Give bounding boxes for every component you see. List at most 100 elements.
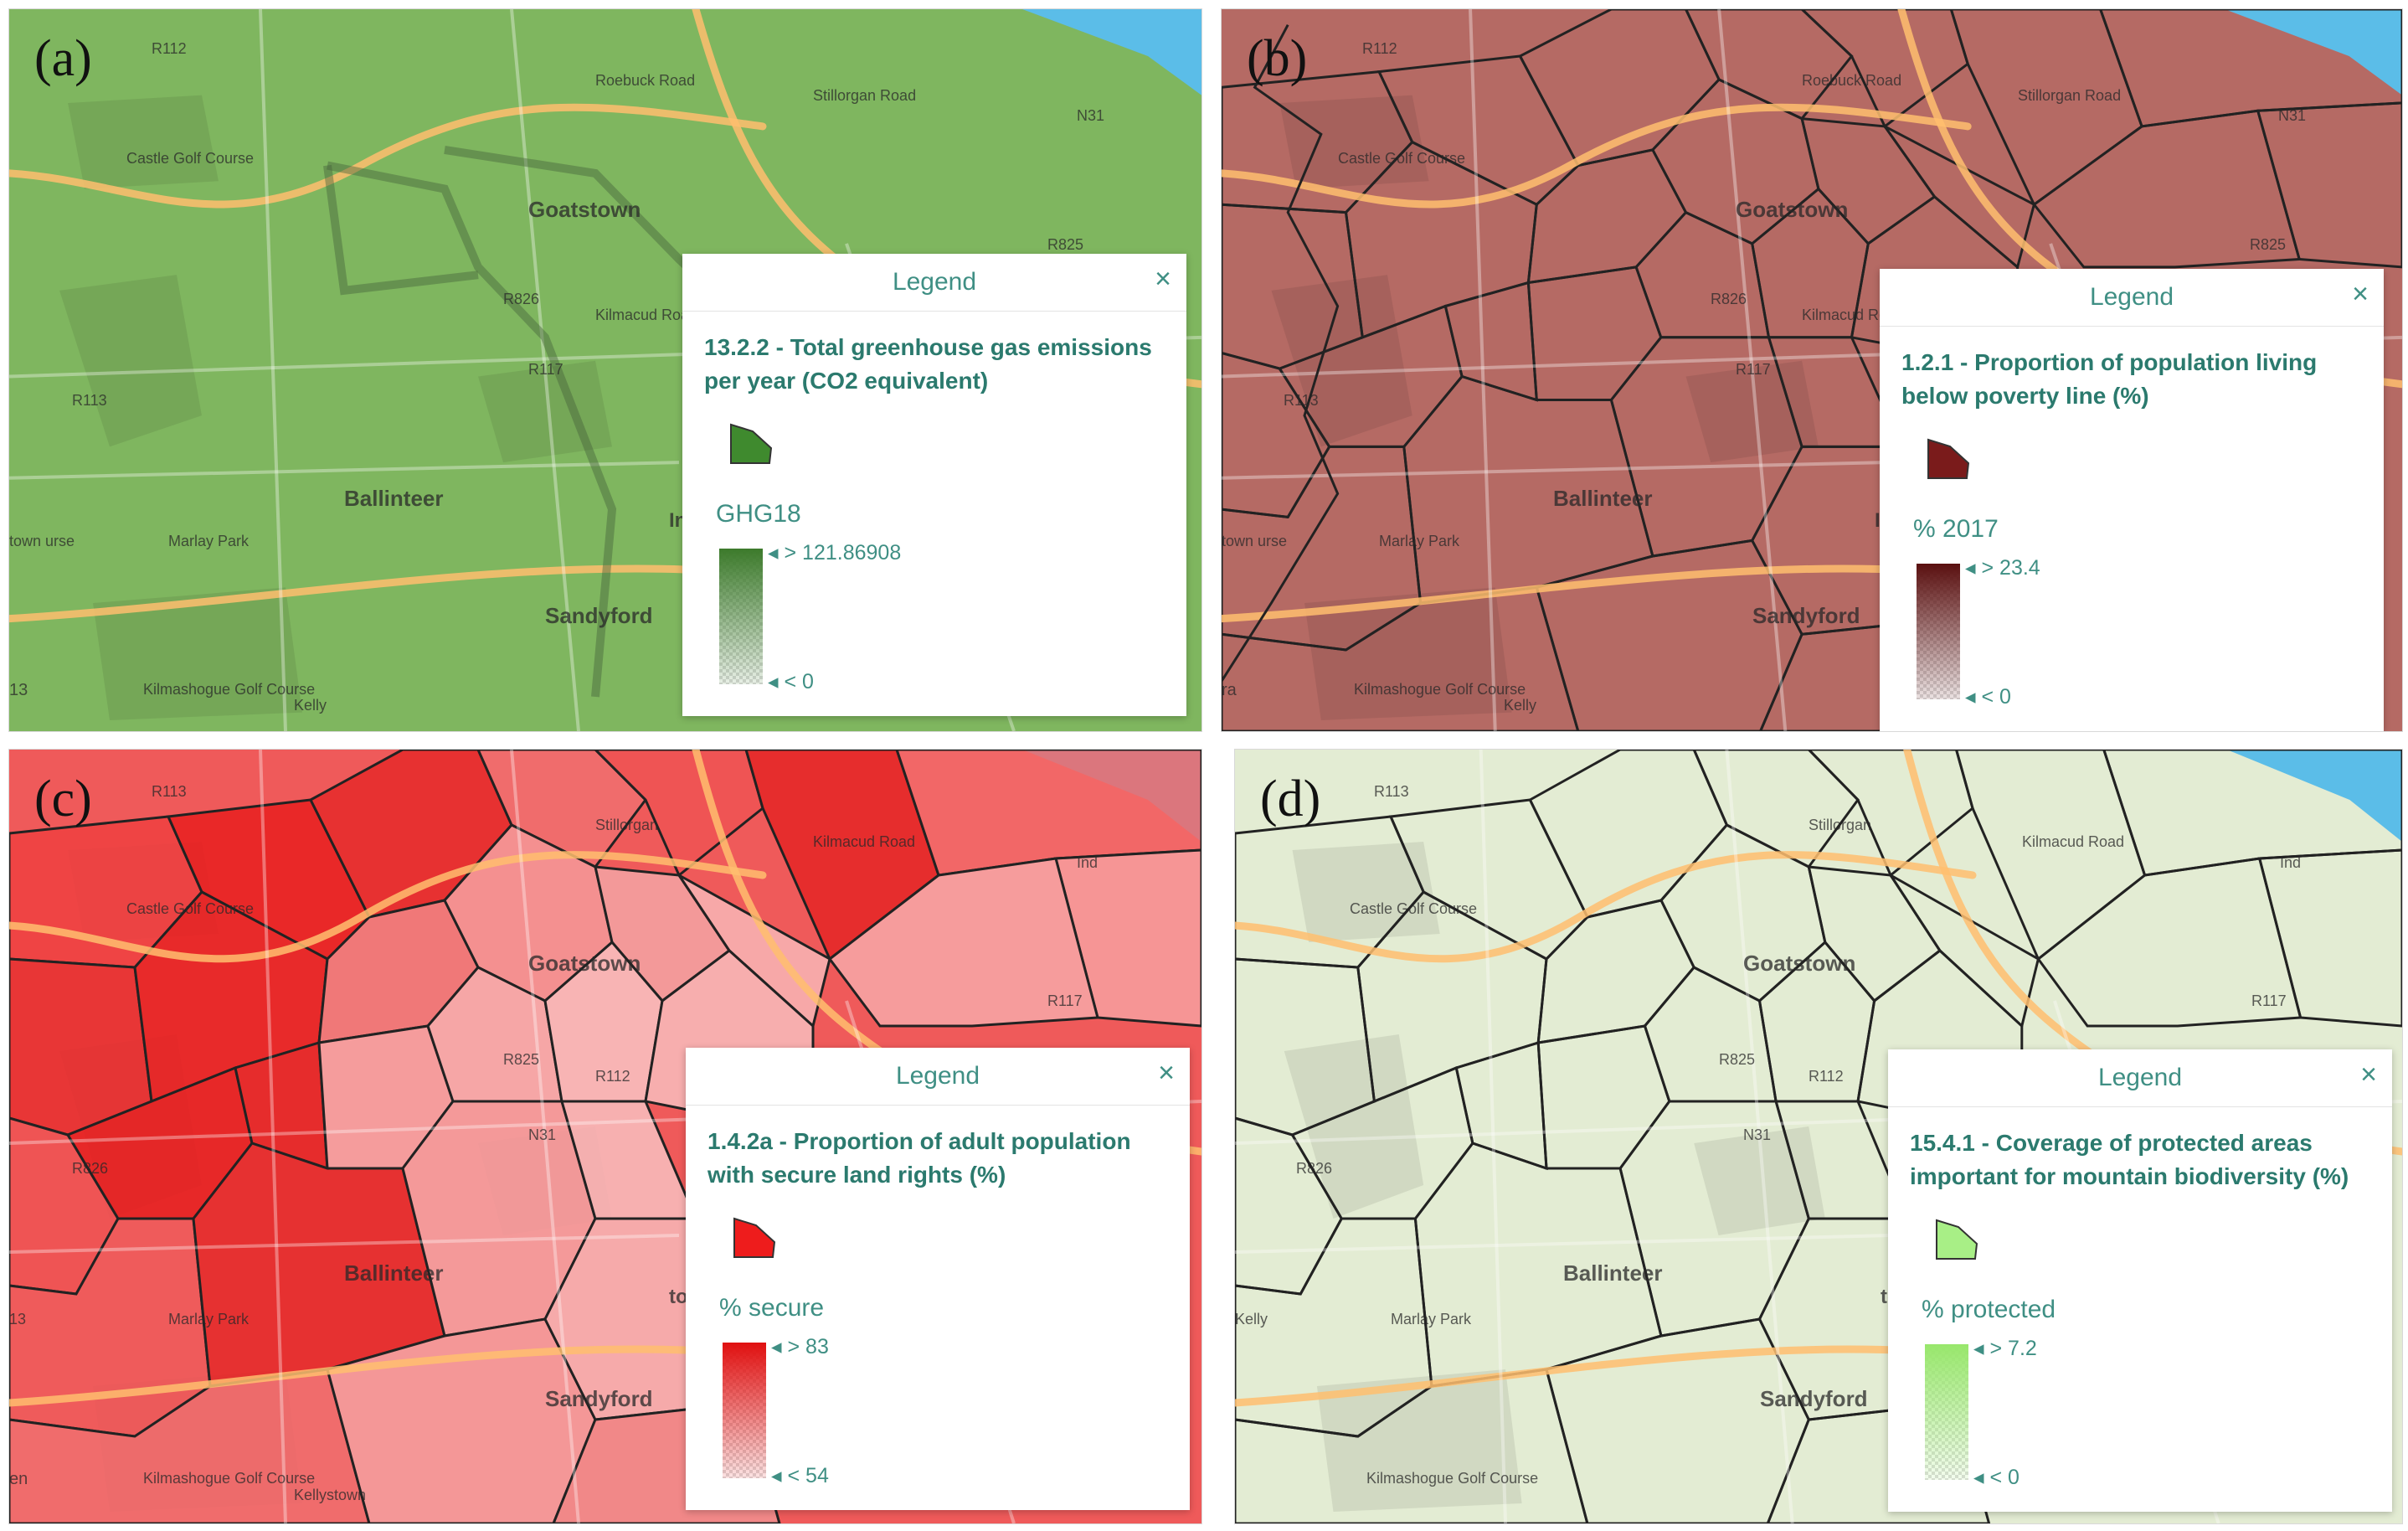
place-label: Ballinteer — [1563, 1260, 1663, 1286]
place-label: Kilmashogue Golf Course — [143, 1470, 316, 1487]
place-label: R113 — [1284, 392, 1319, 409]
map-panel-d[interactable]: Goatstown Ballinteer Sandyford Castle Golf … — [1234, 749, 2403, 1524]
legend-min-label: ◂ < 0 — [1965, 685, 2011, 709]
place-label: Marlay Park — [168, 533, 250, 549]
legend-panel: Legend × 13.2.2 - Total greenhouse gas e… — [682, 254, 1186, 716]
legend-panel: Legend × 1.2.1 - Proportion of populatio… — [1880, 269, 2384, 731]
legend-field-name: % protected — [1922, 1296, 2056, 1323]
place-label: Ballinteer — [344, 486, 444, 511]
place-label: Castle Golf Course — [1338, 150, 1466, 167]
place-label: R117 — [528, 361, 563, 378]
place-label: Ind — [1077, 854, 1099, 871]
legend-min-label: ◂ < 0 — [768, 670, 814, 693]
place-label: Goatstown — [528, 951, 641, 976]
region-polygon[interactable] — [827, 857, 1099, 1028]
legend-header: Legend — [1888, 1049, 2392, 1107]
legend-min-value: < 0 — [1981, 685, 2011, 709]
close-icon[interactable]: × — [1158, 1057, 1175, 1089]
place-label: Roebuck Road — [1802, 72, 1902, 89]
region-polygon[interactable] — [476, 750, 647, 869]
legend-panel: Legend × 1.4.2a - Proportion of adult po… — [686, 1048, 1190, 1510]
legend-max-value: > 23.4 — [1981, 556, 2040, 580]
region-polygon[interactable] — [1692, 750, 1860, 869]
legend-field-name: GHG18 — [716, 500, 801, 528]
sea-area — [1022, 9, 1201, 95]
boundary-outline — [1222, 23, 1340, 683]
place-label: R112 — [1362, 40, 1397, 57]
map-panel-a[interactable]: Goatstown Ballinteer Sandyford Castle Golf … — [8, 8, 1202, 732]
place-label: ra — [1222, 681, 1237, 699]
place-label: Kelly — [1235, 1311, 1268, 1327]
place-label: R826 — [72, 1160, 109, 1177]
panel-label: (b) — [1247, 30, 1308, 87]
place-label: R825 — [1719, 1051, 1756, 1068]
place-label: R117 — [1736, 361, 1771, 378]
sea-area — [2226, 750, 2402, 842]
place-label: Stillorgan — [1809, 817, 1872, 833]
legend-min-label: ◂ < 0 — [1973, 1466, 2020, 1489]
close-icon[interactable]: × — [1155, 263, 1171, 295]
region-polygon[interactable] — [9, 957, 153, 1137]
legend-max-label: ◂ > 7.2 — [1973, 1337, 2037, 1360]
legend-layer-title: 13.2.2 - Total greenhouse gas emissions … — [704, 334, 1152, 394]
legend-max-value: > 83 — [787, 1335, 829, 1358]
place-label: N31 — [2278, 107, 2307, 124]
place-label: N31 — [1077, 107, 1105, 124]
legend-layer-title: 1.4.2a - Proportion of adult population … — [707, 1128, 1131, 1188]
place-label: en — [9, 1470, 28, 1488]
close-icon[interactable]: × — [2352, 278, 2369, 310]
map-panel-c[interactable]: Goatstown Ballinteer Sandyford Castle Golf … — [8, 749, 1202, 1524]
layer-symbol-icon — [730, 423, 773, 464]
place-label: Castle Golf Course — [1350, 900, 1478, 917]
legend-header: Legend — [1880, 269, 2384, 327]
place-label: Goatstown — [1736, 197, 1849, 222]
place-label: Kelly — [1504, 697, 1537, 714]
color-ramp — [719, 549, 763, 684]
place-label: Sandyford — [1752, 603, 1860, 628]
place-label: R112 — [1809, 1068, 1844, 1085]
place-label: R113 — [1374, 783, 1409, 800]
place-label: Sandyford — [1760, 1386, 1868, 1411]
place-label: Kilmashogue Golf Course — [1366, 1470, 1539, 1487]
place-label: R826 — [1711, 291, 1747, 307]
legend-max-label: ◂ > 121.86908 — [768, 541, 902, 564]
place-label: Ind — [2280, 854, 2302, 871]
legend-header: Legend — [682, 254, 1186, 312]
map-panel-b[interactable]: Goatstown Ballinteer Sandyford Castle Golf … — [1221, 8, 2403, 732]
region-polygon[interactable] — [2036, 857, 2303, 1028]
place-label: Sandyford — [545, 603, 653, 628]
place-label: Stillorgan Road — [2018, 87, 2122, 104]
place-label: R112 — [595, 1068, 630, 1085]
place-label: Kilmacud Road — [2022, 833, 2125, 850]
legend-layer-title: 15.4.1 - Coverage of protected areas imp… — [1910, 1130, 2349, 1189]
region-polygon[interactable] — [1684, 9, 1854, 121]
place-label: Kilmashogue Golf Course — [143, 681, 316, 698]
panel-label: (a) — [34, 30, 92, 87]
place-label: R825 — [1047, 236, 1084, 253]
place-label: Marlay Park — [168, 1311, 250, 1327]
layer-symbol-icon — [1927, 438, 1970, 479]
place-label: Stillorgan — [595, 817, 659, 833]
legend-panel: Legend × 15.4.1 - Coverage of protected … — [1888, 1049, 2392, 1512]
place-label: Ballinteer — [344, 1260, 444, 1286]
color-ramp — [1925, 1344, 1968, 1480]
place-label: N31 — [1743, 1126, 1772, 1143]
place-label: R113 — [152, 783, 187, 800]
place-label: R825 — [2250, 236, 2287, 253]
place-label: town urse — [9, 533, 75, 549]
legend-max-label: ◂ > 83 — [771, 1335, 829, 1358]
legend-min-value: < 0 — [1989, 1466, 2020, 1489]
place-label: 13 — [9, 681, 28, 699]
place-label: Roebuck Road — [595, 72, 696, 89]
color-ramp — [723, 1343, 766, 1478]
place-label: R117 — [2251, 992, 2287, 1009]
panel-label: (c) — [34, 771, 92, 827]
place-label: R113 — [72, 392, 107, 409]
place-label: Castle Golf Course — [126, 150, 255, 167]
park-areas — [59, 95, 612, 720]
close-icon[interactable]: × — [2360, 1059, 2377, 1090]
place-label: 13 — [9, 1311, 27, 1327]
place-label: Stillorgan Road — [813, 87, 917, 104]
region-polygon[interactable] — [2032, 109, 2302, 269]
place-label: Kilmacud Road — [595, 307, 698, 323]
